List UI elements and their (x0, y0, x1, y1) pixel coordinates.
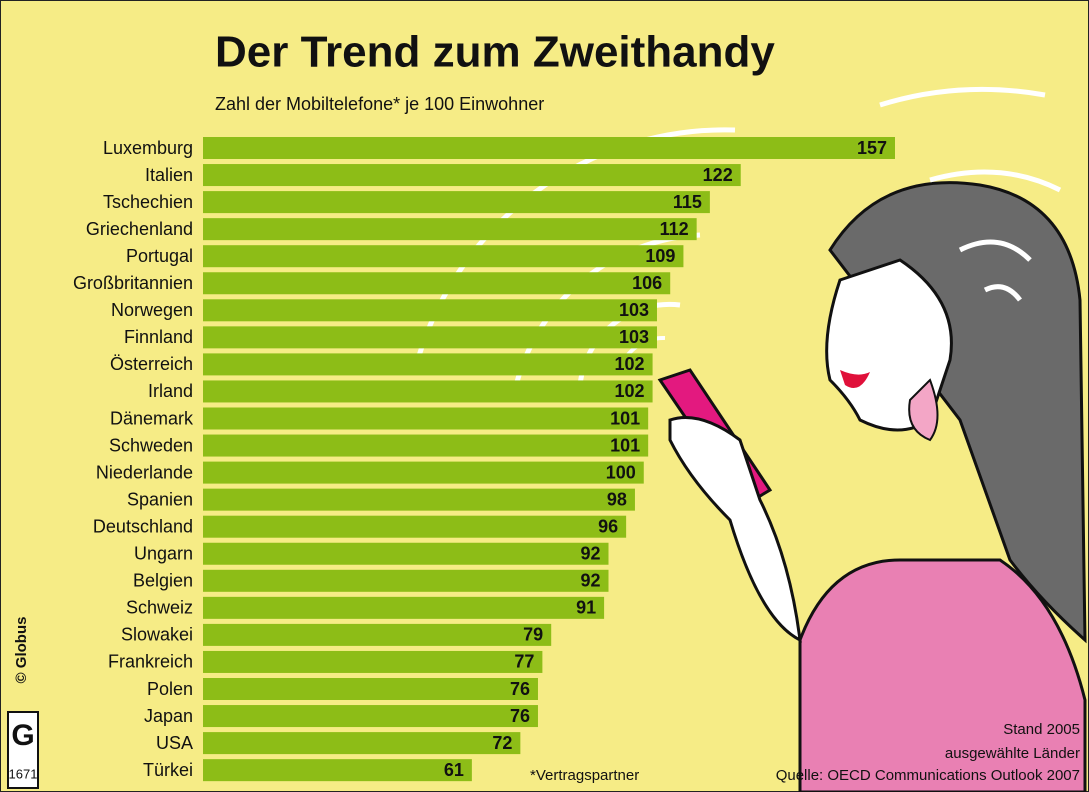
value-label: 103 (619, 327, 649, 347)
bar (203, 462, 644, 484)
value-label: 91 (576, 598, 596, 618)
bar (203, 732, 520, 754)
value-label: 77 (514, 652, 534, 672)
category-label: Schweden (109, 435, 193, 455)
category-label: Tschechien (103, 192, 193, 212)
logo-letter: G (11, 719, 34, 752)
value-label: 96 (598, 516, 618, 536)
category-label: Italien (145, 165, 193, 185)
value-label: 101 (610, 408, 640, 428)
value-label: 122 (703, 165, 733, 185)
bar (203, 516, 626, 538)
value-label: 61 (444, 760, 464, 780)
category-label: Österreich (110, 354, 193, 374)
bar (203, 678, 538, 700)
bar (203, 326, 657, 348)
note: Quelle: OECD Communications Outlook 2007 (776, 767, 1080, 784)
category-label: Norwegen (111, 300, 193, 320)
value-label: 79 (523, 625, 543, 645)
value-label: 157 (857, 138, 887, 158)
category-label: Finnland (124, 327, 193, 347)
bar (203, 489, 635, 511)
chart-title: Der Trend zum Zweithandy (215, 28, 775, 77)
bar (203, 299, 657, 321)
category-label: Griechenland (86, 219, 193, 239)
category-label: Irland (148, 381, 193, 401)
category-label: Slowakei (121, 625, 193, 645)
value-label: 112 (660, 219, 689, 239)
category-label: Polen (147, 679, 193, 699)
bar (203, 191, 710, 213)
bar (203, 651, 542, 673)
bar (203, 353, 653, 375)
value-label: 101 (610, 435, 640, 455)
bar (203, 272, 670, 294)
category-label: Ungarn (134, 544, 193, 564)
chart: Der Trend zum Zweithandy Zahl der Mobilt… (0, 0, 1089, 792)
bar (203, 759, 472, 781)
value-label: 76 (510, 679, 530, 699)
category-label: Portugal (126, 246, 193, 266)
value-label: 115 (673, 192, 702, 212)
value-label: 102 (615, 381, 645, 401)
chart-subtitle: Zahl der Mobiltelefone* je 100 Einwohner (215, 94, 544, 114)
bar (203, 245, 683, 267)
logo-number: 1671 (9, 766, 38, 781)
category-label: Großbritannien (73, 273, 193, 293)
category-label: Spanien (127, 489, 193, 509)
category-label: Frankreich (108, 652, 193, 672)
value-label: 102 (615, 354, 645, 374)
bar (203, 137, 895, 159)
value-label: 92 (580, 544, 600, 564)
bar (203, 435, 648, 457)
bar (203, 570, 609, 592)
note: Stand 2005 (1003, 721, 1080, 738)
bar (203, 543, 609, 565)
category-label: Schweiz (126, 598, 193, 618)
bar (203, 218, 697, 240)
bar (203, 624, 551, 646)
copyright: © Globus (13, 617, 30, 684)
bar (203, 380, 653, 402)
category-label: Belgien (133, 571, 193, 591)
value-label: 92 (580, 571, 600, 591)
category-label: Dänemark (110, 408, 194, 428)
category-label: Türkei (143, 760, 193, 780)
category-label: Japan (144, 706, 193, 726)
bar (203, 705, 538, 727)
footnote: *Vertragspartner (530, 767, 639, 784)
category-label: Luxemburg (103, 138, 193, 158)
bar (203, 597, 604, 619)
value-label: 109 (645, 246, 675, 266)
value-label: 72 (492, 733, 512, 753)
bar (203, 408, 648, 430)
value-label: 100 (606, 462, 636, 482)
category-label: Niederlande (96, 462, 193, 482)
value-label: 76 (510, 706, 530, 726)
value-label: 106 (632, 273, 662, 293)
category-label: Deutschland (93, 516, 193, 536)
note: ausgewählte Länder (945, 745, 1080, 762)
value-label: 103 (619, 300, 649, 320)
value-label: 98 (607, 489, 627, 509)
category-label: USA (156, 733, 193, 753)
bar (203, 164, 741, 186)
